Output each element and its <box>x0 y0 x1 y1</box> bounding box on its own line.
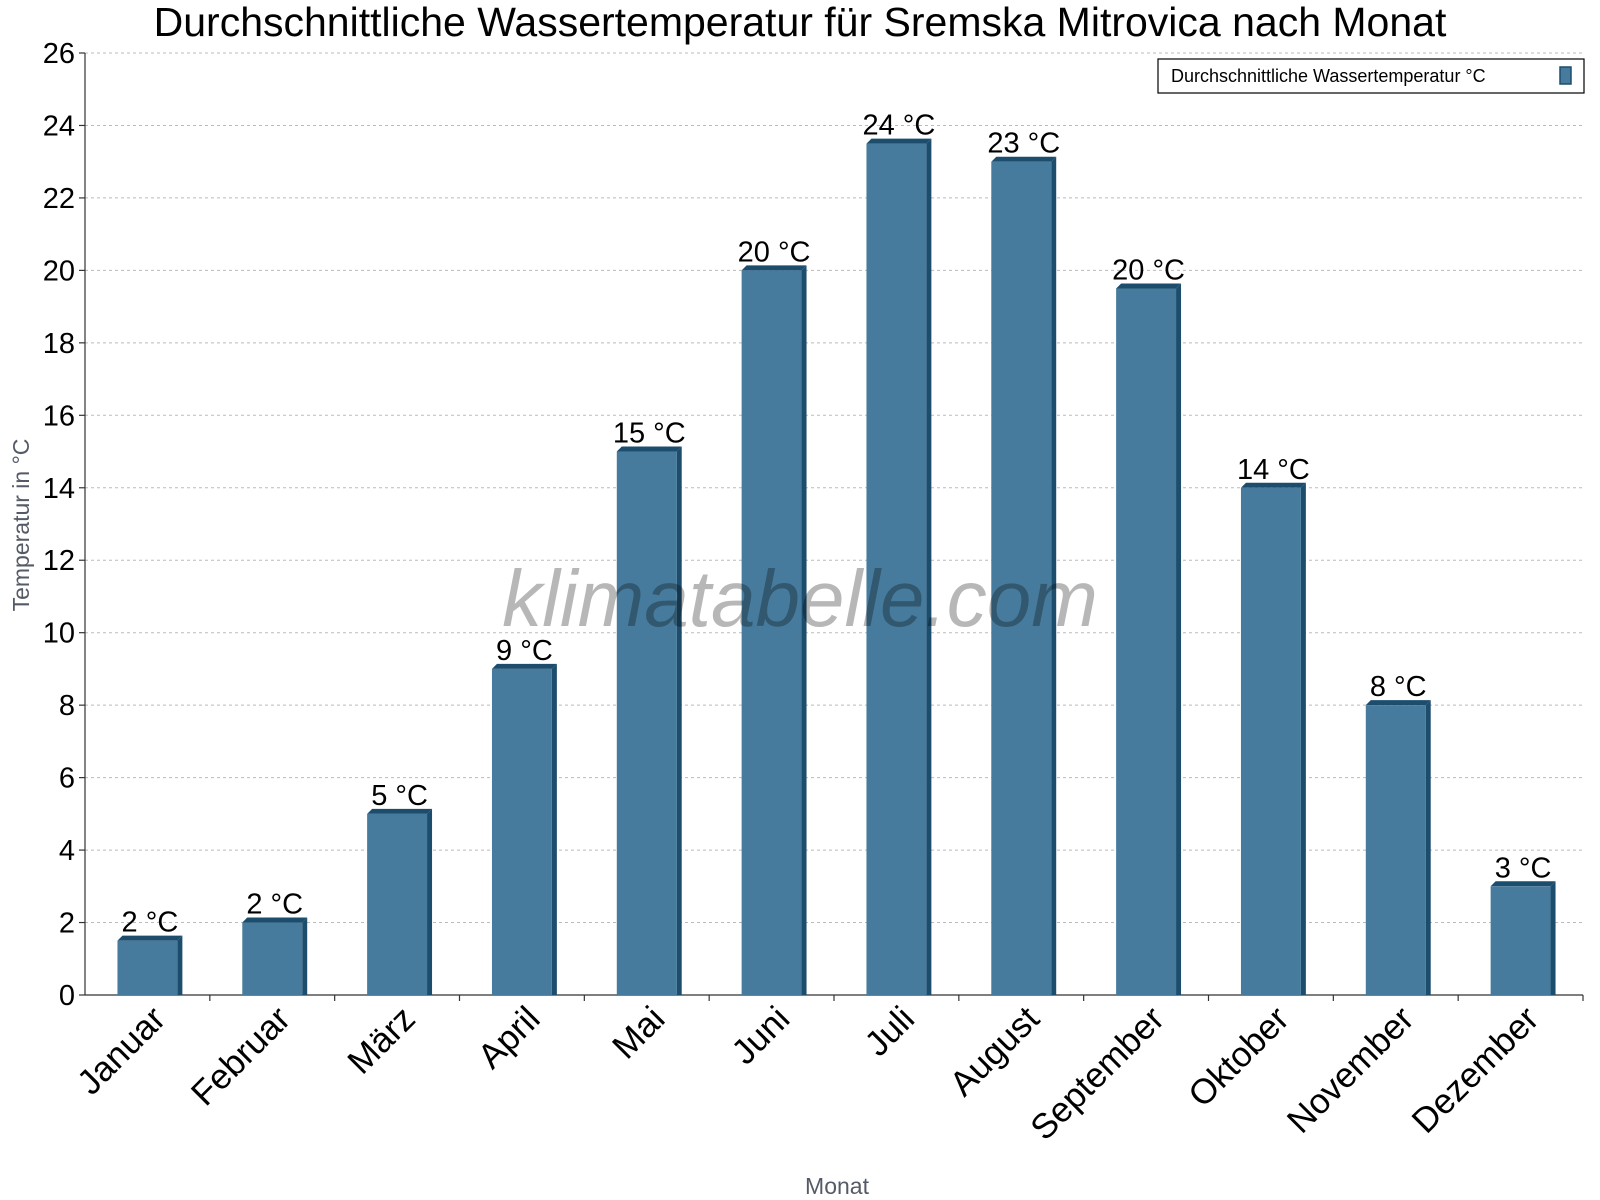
x-tick-label: September <box>1023 999 1172 1148</box>
bar-top <box>1490 881 1556 887</box>
bar-top <box>117 935 183 941</box>
bar-side <box>1425 700 1431 995</box>
data-label: 20 °C <box>738 236 811 268</box>
x-tick-label: März <box>340 999 423 1082</box>
y-tick-label: 6 <box>59 763 75 795</box>
bar <box>741 270 802 995</box>
bar-side <box>1051 156 1057 995</box>
bar-side <box>177 935 183 995</box>
bar-top <box>242 917 308 923</box>
y-tick-label: 14 <box>43 473 75 505</box>
y-tick-label: 20 <box>43 255 75 287</box>
x-axis-label: Monat <box>805 1173 870 1199</box>
x-tick-labels: Januar Februar März April Mai Juni Juli AugustS… <box>70 999 1547 1148</box>
x-tick-label: Juni <box>724 999 797 1072</box>
data-label: 3 °C <box>1495 852 1552 884</box>
bar-side <box>1300 482 1306 995</box>
data-label: 2 °C <box>246 889 303 921</box>
y-tick-label: 8 <box>59 690 75 722</box>
data-label: 23 °C <box>987 128 1060 160</box>
y-tick-label: 22 <box>43 183 75 215</box>
x-tick-label: Oktober <box>1181 999 1297 1115</box>
y-tick-label: 16 <box>43 400 75 432</box>
x-tick-label: Februar <box>184 999 298 1113</box>
bar <box>491 668 552 995</box>
y-tick-label: 26 <box>43 38 75 70</box>
bar-side <box>302 917 308 995</box>
legend-box <box>1157 58 1585 94</box>
bar <box>991 161 1052 995</box>
watermark: klimatabelle.com <box>502 554 1098 643</box>
bar-top <box>991 156 1057 162</box>
y-tick-label: 4 <box>59 835 75 867</box>
bar-top <box>367 808 433 814</box>
x-tick-label: April <box>470 999 547 1076</box>
bar-side <box>676 446 682 995</box>
data-label: 24 °C <box>862 110 935 142</box>
data-label: 14 °C <box>1237 454 1310 486</box>
x-tick-label: Dezember <box>1404 999 1546 1141</box>
bar-top <box>1365 700 1431 706</box>
bar-top <box>491 663 557 669</box>
bar-side <box>551 663 557 995</box>
axes <box>79 52 1584 1001</box>
data-label: 20 °C <box>1112 255 1185 287</box>
bar-side <box>427 808 433 995</box>
bar-side <box>926 138 932 996</box>
data-label: 5 °C <box>371 780 428 812</box>
bar <box>866 143 927 996</box>
bar-top <box>1240 482 1306 488</box>
bar-side <box>801 265 807 995</box>
bar <box>1490 886 1551 995</box>
y-axis-label: Temperatur in °C <box>8 439 34 612</box>
bar <box>1116 288 1177 995</box>
bars: 2 °C 2 °C 5 °C 9 °C 15 °C 20 °C 24 °C 23 °C 20 °… <box>117 110 1556 996</box>
data-label: 8 °C <box>1370 671 1427 703</box>
y-tick-label: 0 <box>59 980 75 1012</box>
bar <box>242 922 303 995</box>
x-tick-label: November <box>1280 999 1422 1141</box>
bar <box>616 451 677 995</box>
bar-side <box>1550 881 1556 995</box>
y-tick-label: 24 <box>43 110 75 142</box>
x-tick-label: Juli <box>857 999 922 1064</box>
x-tick-label: Mai <box>605 999 672 1066</box>
bar <box>367 813 428 995</box>
bar <box>117 940 178 995</box>
bar-top <box>866 138 932 144</box>
y-tick-label: 18 <box>43 328 75 360</box>
legend-series-label: Durchschnittliche Wassertemperatur °C <box>1171 66 1486 86</box>
bar-top <box>1116 283 1182 289</box>
data-label: 15 °C <box>613 418 686 450</box>
legend: Durchschnittliche Wassertemperatur °C <box>1157 58 1585 94</box>
bar <box>1240 487 1301 995</box>
data-label: 9 °C <box>496 635 553 667</box>
gridlines <box>85 52 1583 924</box>
y-tick-label: 2 <box>59 908 75 940</box>
y-tick-label: 10 <box>43 618 75 650</box>
x-tick-label: August <box>942 999 1047 1104</box>
bar-top <box>741 265 807 271</box>
bar-side <box>1176 283 1182 995</box>
y-tick-label: 12 <box>43 545 75 577</box>
bar-top <box>616 446 682 452</box>
bar <box>1365 705 1426 995</box>
legend-swatch <box>1559 66 1572 85</box>
x-tick-label: Januar <box>70 999 173 1102</box>
data-label: 2 °C <box>122 907 179 939</box>
chart-title: Durchschnittliche Wassertemperatur für S… <box>154 0 1447 45</box>
